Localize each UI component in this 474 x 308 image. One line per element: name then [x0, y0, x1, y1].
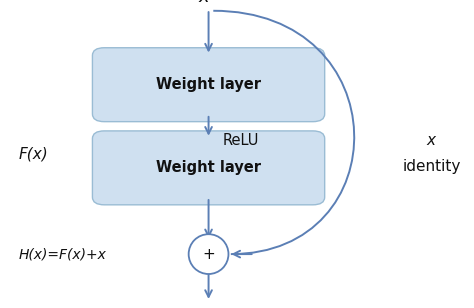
Text: H(x)=F(x)+x: H(x)=F(x)+x	[19, 247, 107, 261]
Text: +: +	[202, 247, 215, 261]
Ellipse shape	[189, 234, 228, 274]
Text: x: x	[199, 0, 209, 6]
Text: identity: identity	[402, 159, 461, 174]
Text: x: x	[427, 133, 436, 148]
FancyBboxPatch shape	[92, 48, 325, 122]
Text: F(x): F(x)	[19, 147, 49, 161]
FancyBboxPatch shape	[92, 131, 325, 205]
Text: ReLU: ReLU	[223, 133, 259, 148]
Text: Weight layer: Weight layer	[156, 77, 261, 92]
Text: Weight layer: Weight layer	[156, 160, 261, 175]
